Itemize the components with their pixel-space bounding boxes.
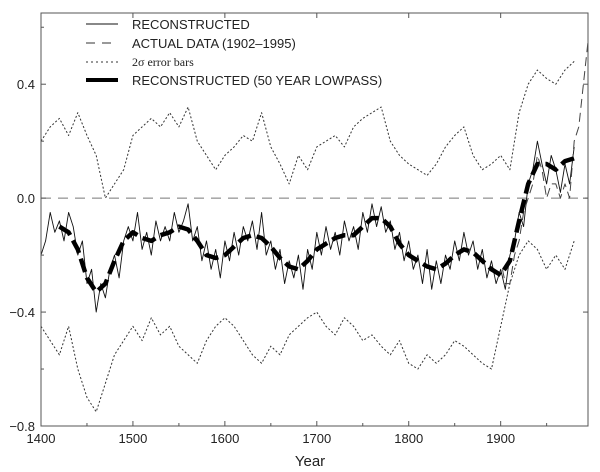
legend-label: ACTUAL DATA (1902–1995) (132, 36, 296, 51)
x-tick-label: 1800 (394, 431, 423, 446)
error-bar-upper-line (40, 61, 575, 199)
axis-ticks: 1400 1500 1600 1700 1800 1900 0.4 0.0 −0.4 −0.8 (9, 13, 588, 446)
plot-frame (40, 12, 589, 427)
x-axis-label: Year (295, 453, 325, 470)
error-bar-lower-line (40, 240, 575, 413)
actual-data-line (502, 41, 589, 285)
reconstructed-line (40, 140, 575, 313)
x-tick-label: 1700 (302, 431, 331, 446)
x-tick-label: 1900 (486, 431, 515, 446)
plot-marks (40, 41, 589, 413)
legend-label: RECONSTRUCTED (132, 17, 250, 32)
y-tick-label: −0.8 (9, 419, 35, 434)
lowpass-line (58, 156, 575, 295)
legend-label: RECONSTRUCTED (50 YEAR LOWPASS) (132, 73, 382, 88)
y-tick-label: 0.4 (17, 77, 35, 92)
x-tick-label: 1400 (27, 431, 56, 446)
legend: RECONSTRUCTED ACTUAL DATA (1902–1995) 2σ… (86, 17, 382, 88)
y-tick-label: −0.4 (9, 305, 35, 320)
legend-label: 2σ error bars (132, 55, 194, 69)
x-tick-label: 1600 (210, 431, 239, 446)
x-tick-label: 1500 (118, 431, 147, 446)
y-tick-label: 0.0 (17, 191, 35, 206)
